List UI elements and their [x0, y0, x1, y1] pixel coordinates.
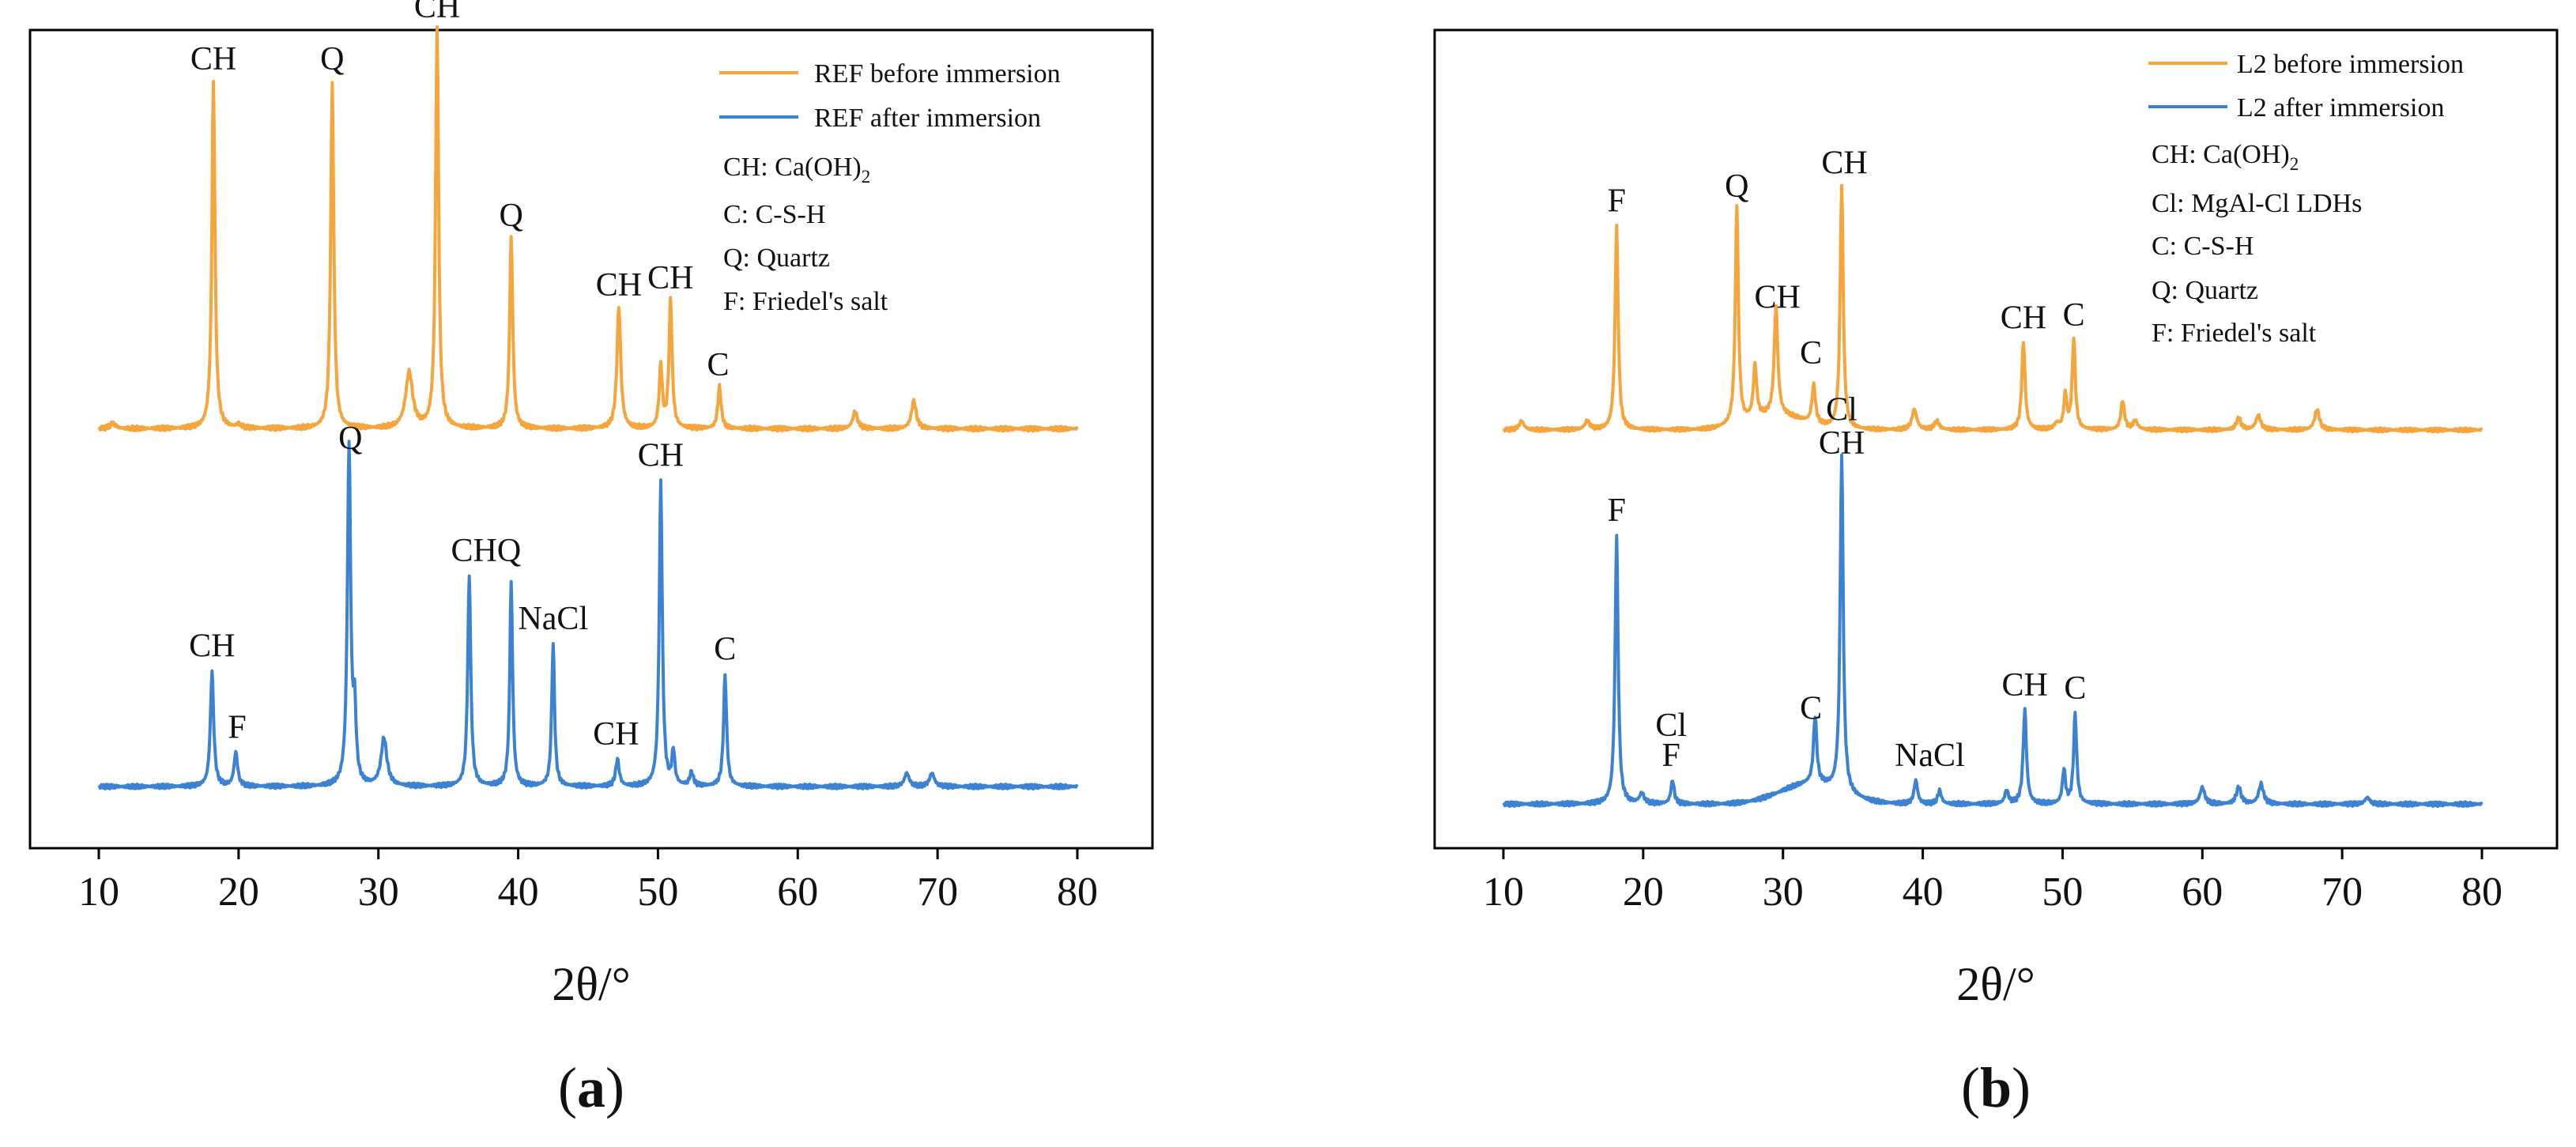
- peak-label: C: [2063, 297, 2085, 334]
- peak-label: CH: [190, 41, 236, 77]
- legend-label: REF after immersion: [814, 104, 1041, 133]
- x-tick-label: 40: [498, 870, 539, 915]
- x-tick-label: 40: [1903, 870, 1944, 915]
- peak-label: F: [228, 710, 246, 746]
- peak-label: Q: [320, 41, 344, 77]
- peak-label: CH: [638, 438, 684, 474]
- note-c: C: C-S-H: [2152, 232, 2254, 261]
- note-f: F: Friedel's salt: [723, 287, 888, 316]
- note-q: Q: Quartz: [723, 243, 830, 273]
- peak-label: F: [1608, 183, 1626, 220]
- x-tick-label: 80: [1057, 870, 1098, 915]
- x-tick-label: 10: [78, 870, 119, 915]
- note-c: C: C-S-H: [723, 200, 825, 229]
- peak-label: C: [707, 347, 729, 383]
- peak-label: NaCl: [518, 601, 588, 637]
- peak-label: C: [2064, 670, 2086, 707]
- series-line: [97, 440, 1079, 790]
- x-tick-label: 10: [1483, 870, 1524, 915]
- x-axis-label: 2θ/°: [1956, 958, 2035, 1010]
- legend-notes: CH: Ca(OH)2 C: C-S-H Q: Quartz F: Friede…: [723, 153, 888, 316]
- series-line: [1502, 183, 2484, 434]
- peak-label: CH: [2001, 300, 2046, 337]
- x-tick-label: 30: [1763, 870, 1804, 915]
- series-group: [1502, 183, 2484, 809]
- x-tick-label: 70: [917, 870, 958, 915]
- peak-label: CH: [1819, 425, 1865, 462]
- series-group: [97, 25, 1079, 790]
- note-cl: Cl: MgAl-Cl LDHs: [2152, 189, 2362, 218]
- legend: L2 before immersion L2 after immersion: [2148, 50, 2464, 123]
- x-axis-label: 2θ/°: [552, 958, 630, 1010]
- peak-label: Q: [1725, 168, 1748, 205]
- peak-label: CH: [596, 267, 642, 304]
- legend-label: L2 before immersion: [2237, 50, 2464, 79]
- x-tick-label: 60: [777, 870, 818, 915]
- panel-label: (a): [558, 1056, 624, 1119]
- note-q: Q: Quartz: [2152, 276, 2258, 305]
- peak-label: C: [1800, 335, 1822, 372]
- peak-label: Cl: [1826, 391, 1858, 428]
- legend-label: REF before immersion: [814, 59, 1061, 89]
- peak-label: CH: [1821, 145, 1867, 181]
- series-line: [1502, 453, 2484, 809]
- panel-label: (b): [1961, 1056, 2031, 1119]
- x-tick-label: 20: [1623, 870, 1664, 915]
- x-ticks: 10 20 30 40 50 60 70 80: [1483, 848, 2502, 915]
- x-tick-label: 50: [637, 870, 678, 915]
- peak-label: CH: [414, 0, 460, 25]
- note-f: F: Friedel's salt: [2152, 319, 2317, 348]
- peak-label: CH: [2001, 667, 2047, 704]
- peak-label: Cl: [1655, 707, 1687, 744]
- peak-label: CH: [593, 716, 639, 753]
- legend-label: L2 after immersion: [2237, 93, 2444, 123]
- x-tick-label: 70: [2321, 870, 2363, 915]
- peak-label: Q: [500, 198, 523, 234]
- legend-notes: CH: Ca(OH)2 Cl: MgAl-Cl LDHs C: C-S-H Q:…: [2152, 140, 2362, 348]
- peak-label: C: [1800, 691, 1822, 727]
- x-tick-label: 80: [2461, 870, 2502, 915]
- x-tick-label: 50: [2042, 870, 2083, 915]
- x-ticks: 10 20 30 40 50 60 70 80: [78, 848, 1098, 915]
- peak-label: CH: [1754, 280, 1800, 316]
- peak-label: Q: [338, 421, 362, 457]
- x-tick-label: 60: [2182, 870, 2223, 915]
- peak-label: CHQ: [451, 533, 522, 569]
- note-ch: CH: Ca(OH)2: [2152, 140, 2299, 174]
- peak-label: NaCl: [1895, 738, 1965, 774]
- peak-label: CH: [647, 260, 693, 296]
- plot-frame: [28, 28, 1154, 850]
- x-tick-label: 30: [358, 870, 399, 915]
- x-tick-label: 20: [218, 870, 259, 915]
- peak-label: F: [1608, 492, 1626, 529]
- peak-label: CH: [189, 628, 235, 664]
- series-line: [97, 25, 1079, 433]
- peak-label: C: [714, 632, 736, 668]
- note-ch: CH: Ca(OH)2: [723, 153, 870, 187]
- legend: REF before immersion REF after immersion: [719, 59, 1061, 133]
- plot-frame: [1433, 28, 2559, 850]
- peak-label: F: [1662, 738, 1680, 774]
